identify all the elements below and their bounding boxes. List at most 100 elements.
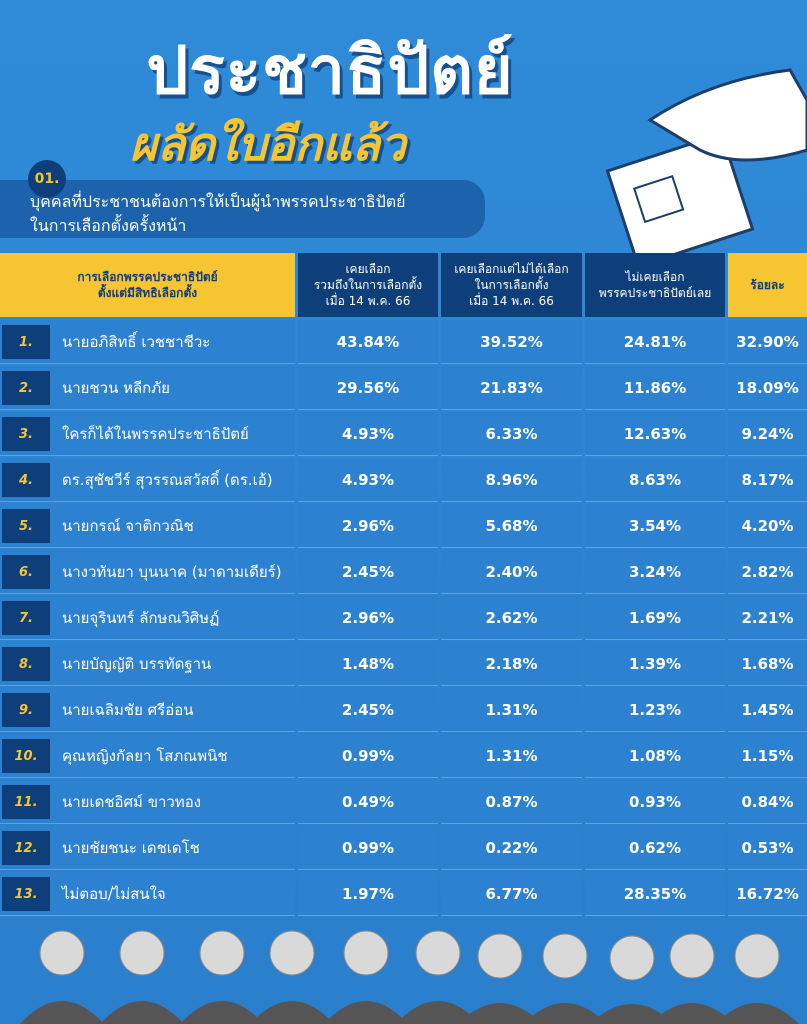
value: 1.23% xyxy=(628,701,682,719)
row-cell xyxy=(441,642,582,686)
value: 0.53% xyxy=(741,839,794,857)
row-cell xyxy=(441,320,582,364)
row-cell xyxy=(441,734,582,778)
header-text: เคยเลือกแต่ไม่ได้เลือก xyxy=(454,262,569,276)
header-text: ร้อยละ xyxy=(750,278,785,292)
header-text: ไม่เคยเลือก xyxy=(625,270,685,284)
row-number: 6. xyxy=(2,555,50,589)
row-number: 3. xyxy=(2,417,50,451)
row-cell xyxy=(585,688,725,732)
value: 1.31% xyxy=(485,747,538,765)
value: 0.22% xyxy=(485,839,538,857)
header-cell: ร้อยละ xyxy=(728,253,807,317)
row-cell xyxy=(298,642,438,686)
row-cell xyxy=(728,872,807,916)
row-cell xyxy=(728,780,807,824)
row-cell xyxy=(441,596,582,640)
row-name: ไม่ตอบ/ไม่สนใจ xyxy=(62,885,166,903)
header-cell: การเลือกพรรคประชาธิปัตย์ ตั้งแต่มีสิทธิเล… xyxy=(0,253,295,317)
value: 1.39% xyxy=(628,655,682,673)
row-name: นายจุรินทร์ ลักษณวิศิษฏ์ xyxy=(62,609,220,627)
row-number: 4. xyxy=(2,463,50,497)
value: 1.97% xyxy=(341,885,395,903)
row-name: นางวทันยา บุนนาค (มาดามเดียร์) xyxy=(62,563,282,581)
value: 4.20% xyxy=(741,517,794,535)
row-number: 2. xyxy=(2,371,50,405)
value: 0.62% xyxy=(628,839,682,857)
row-number: 5. xyxy=(2,509,50,543)
row-cell xyxy=(728,504,807,548)
row-name: นายบัญญัติ บรรทัดฐาน xyxy=(62,655,212,673)
value: 1.15% xyxy=(741,747,794,765)
row-cell xyxy=(441,688,582,732)
row-cell xyxy=(728,412,807,456)
row-cell xyxy=(585,320,725,364)
header-text: พรรคประชาธิปัตย์เลย xyxy=(598,286,712,300)
row-cell xyxy=(585,504,725,548)
row-cell xyxy=(585,826,725,870)
row-number: 8. xyxy=(2,647,50,681)
value: 11.86% xyxy=(623,379,687,397)
row-cell xyxy=(298,412,438,456)
row-cell xyxy=(728,320,807,364)
value: 8.96% xyxy=(485,471,538,489)
value: 0.99% xyxy=(341,839,395,857)
row-cell xyxy=(728,642,807,686)
row-cell xyxy=(728,826,807,870)
value: 2.96% xyxy=(341,609,395,627)
value: 1.31% xyxy=(485,701,538,719)
value: 2.40% xyxy=(485,563,538,581)
value: 0.99% xyxy=(341,747,395,765)
question-number: 01. xyxy=(28,160,66,198)
value: 8.63% xyxy=(628,471,682,489)
question-line: ในการเลือกตั้งครั้งหน้า xyxy=(30,216,187,235)
value: 43.84% xyxy=(336,333,400,351)
row-cell xyxy=(298,780,438,824)
row-number: 1. xyxy=(2,325,50,359)
value: 3.24% xyxy=(628,563,682,581)
row-cell xyxy=(585,550,725,594)
question-box xyxy=(0,180,485,238)
row-number: 12. xyxy=(2,831,50,865)
row-cell xyxy=(298,872,438,916)
header-text: ตั้งแต่มีสิทธิเลือกตั้ง xyxy=(97,286,198,300)
row-name: นายเดชอิศม์ ขาวทอง xyxy=(62,793,202,811)
row-number: 13. xyxy=(2,877,50,911)
header-cell: เคยเลือกแต่ไม่ได้เลือก ในการเลือกตั้ง เมื่… xyxy=(441,253,582,317)
row-cell xyxy=(585,458,725,502)
value: 2.45% xyxy=(341,563,395,581)
row-cell xyxy=(441,366,582,410)
value: 1.68% xyxy=(741,655,794,673)
row-cell xyxy=(298,320,438,364)
row-cell xyxy=(298,596,438,640)
header-cell: ไม่เคยเลือกพรรคประชาธิปัตย์เลย xyxy=(585,253,725,317)
row-name: นายกรณ์ จาติกวณิช xyxy=(62,517,194,535)
header-text: รวมถึงในการเลือกตั้ง xyxy=(313,278,423,292)
row-cell xyxy=(441,550,582,594)
row-number: 9. xyxy=(2,693,50,727)
value: 6.77% xyxy=(485,885,538,903)
value: 1.48% xyxy=(341,655,395,673)
row-cell xyxy=(585,734,725,778)
value: 2.62% xyxy=(485,609,538,627)
row-cell xyxy=(298,826,438,870)
row-cell xyxy=(585,872,725,916)
value: 32.90% xyxy=(736,333,799,351)
row-cell xyxy=(585,642,725,686)
value: 24.81% xyxy=(623,333,687,351)
value: 6.33% xyxy=(485,425,538,443)
value: 2.96% xyxy=(341,517,395,535)
row-number: 11. xyxy=(2,785,50,819)
row-cell xyxy=(585,366,725,410)
row-cell xyxy=(441,872,582,916)
value: 2.18% xyxy=(485,655,538,673)
header-text: เคยเลือก xyxy=(345,262,391,276)
value: 0.84% xyxy=(741,793,794,811)
row-cell xyxy=(728,688,807,732)
row-cell xyxy=(585,596,725,640)
row-cell xyxy=(298,688,438,732)
value: 2.21% xyxy=(741,609,794,627)
value: 2.82% xyxy=(741,563,794,581)
subtitle: ผลัดใบอีกแล้ว xyxy=(130,117,406,171)
